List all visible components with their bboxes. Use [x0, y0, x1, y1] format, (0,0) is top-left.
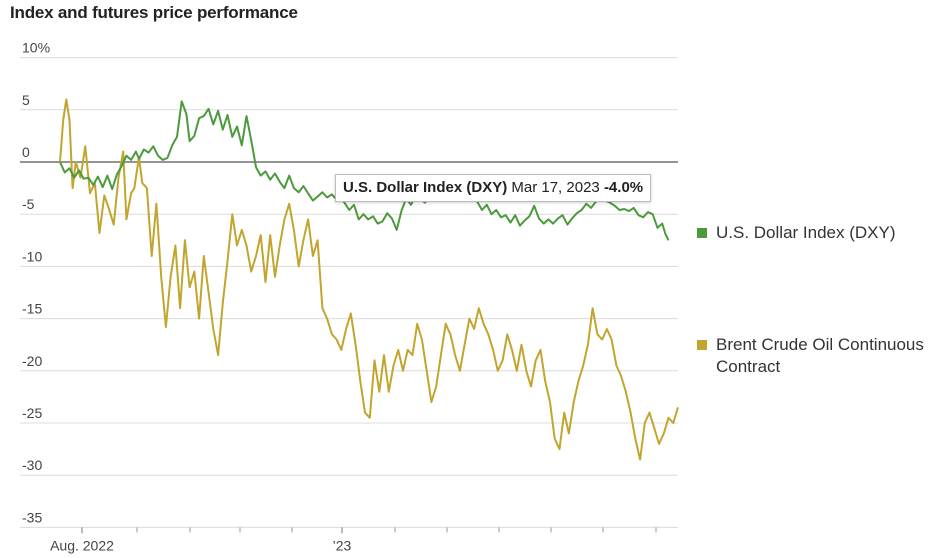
y-tick-label: -20	[22, 353, 42, 369]
series-line-brent	[59, 98, 679, 461]
gridlines	[20, 57, 678, 528]
y-tick-label: -25	[22, 405, 42, 421]
y-tick-label: 0	[22, 144, 30, 160]
series-line-dxy	[59, 100, 670, 241]
legend-label-dxy: U.S. Dollar Index (DXY)	[716, 223, 896, 242]
x-tick-label-aug-2022: Aug. 2022	[50, 537, 114, 553]
chart-title: Index and futures price performance	[10, 3, 298, 22]
series-lines	[59, 98, 679, 461]
tooltip-series: U.S. Dollar Index (DXY)	[343, 179, 508, 196]
y-tick-label: -15	[22, 301, 42, 317]
legend-label-brent: Brent Crude Oil Continuous Contract	[716, 335, 924, 376]
y-tick-label: 5	[22, 92, 30, 108]
y-tick-label: 10%	[22, 40, 50, 56]
tooltip-date: Mar 17, 2023	[511, 179, 600, 196]
y-tick-label: -5	[22, 196, 35, 212]
y-tick-label: -35	[22, 509, 42, 525]
dxy-tooltip: U.S. Dollar Index (DXY) Mar 17, 2023 -4.…	[335, 174, 652, 202]
tooltip-value: -4.0%	[603, 179, 644, 196]
x-tick-label-2023: ’23	[333, 537, 352, 553]
legend-swatch-brent	[697, 340, 707, 350]
y-tick-label: -10	[22, 248, 42, 264]
x-axis: Aug. 2022 ’23	[50, 527, 657, 553]
y-tick-label: -30	[22, 457, 42, 473]
legend-item-brent[interactable]: Brent Crude Oil Continuous Contract	[697, 334, 937, 384]
legend-item-dxy[interactable]: U.S. Dollar Index (DXY)	[697, 222, 927, 246]
y-axis-labels: 10% 5 0 -5 -10 -15 -20 -25 -30 -35	[22, 40, 50, 526]
legend-swatch-dxy	[697, 228, 707, 238]
